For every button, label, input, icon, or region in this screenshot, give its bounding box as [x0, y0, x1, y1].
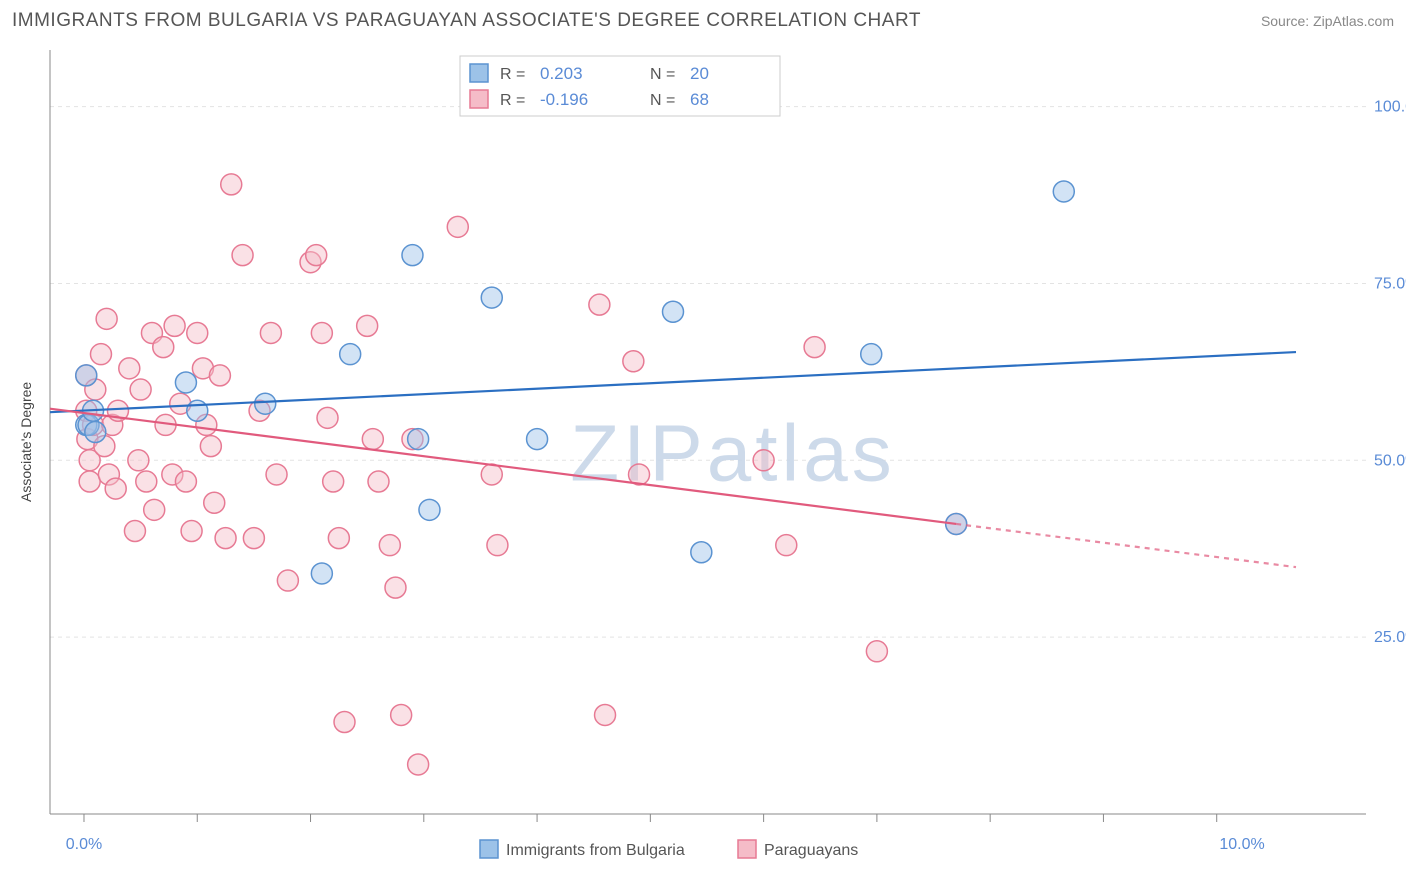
svg-text:-0.196: -0.196 — [540, 90, 588, 109]
svg-text:50.0%: 50.0% — [1374, 452, 1406, 469]
svg-text:100.0%: 100.0% — [1374, 99, 1406, 116]
svg-text:Immigrants from Bulgaria: Immigrants from Bulgaria — [506, 842, 685, 859]
svg-text:0.0%: 0.0% — [66, 836, 102, 853]
svg-text:20: 20 — [690, 64, 709, 83]
correlation-scatter-chart: 25.0% 50.0% 75.0% 100.0% 0.0% 10.0% ZIPatlas R … — [0, 0, 1406, 892]
svg-text:N =: N = — [650, 66, 675, 83]
svg-text:Paraguayans: Paraguayans — [764, 842, 858, 859]
svg-text:N =: N = — [650, 92, 675, 109]
y-axis-label: Associate's Degree — [18, 382, 34, 502]
svg-text:25.0%: 25.0% — [1374, 629, 1406, 646]
svg-text:68: 68 — [690, 90, 709, 109]
svg-text:R =: R = — [500, 66, 525, 83]
svg-text:75.0%: 75.0% — [1374, 275, 1406, 292]
svg-text:10.0%: 10.0% — [1219, 836, 1264, 853]
svg-text:ZIPatlas: ZIPatlas — [570, 408, 895, 497]
svg-text:R =: R = — [500, 92, 525, 109]
svg-text:0.203: 0.203 — [540, 64, 583, 83]
